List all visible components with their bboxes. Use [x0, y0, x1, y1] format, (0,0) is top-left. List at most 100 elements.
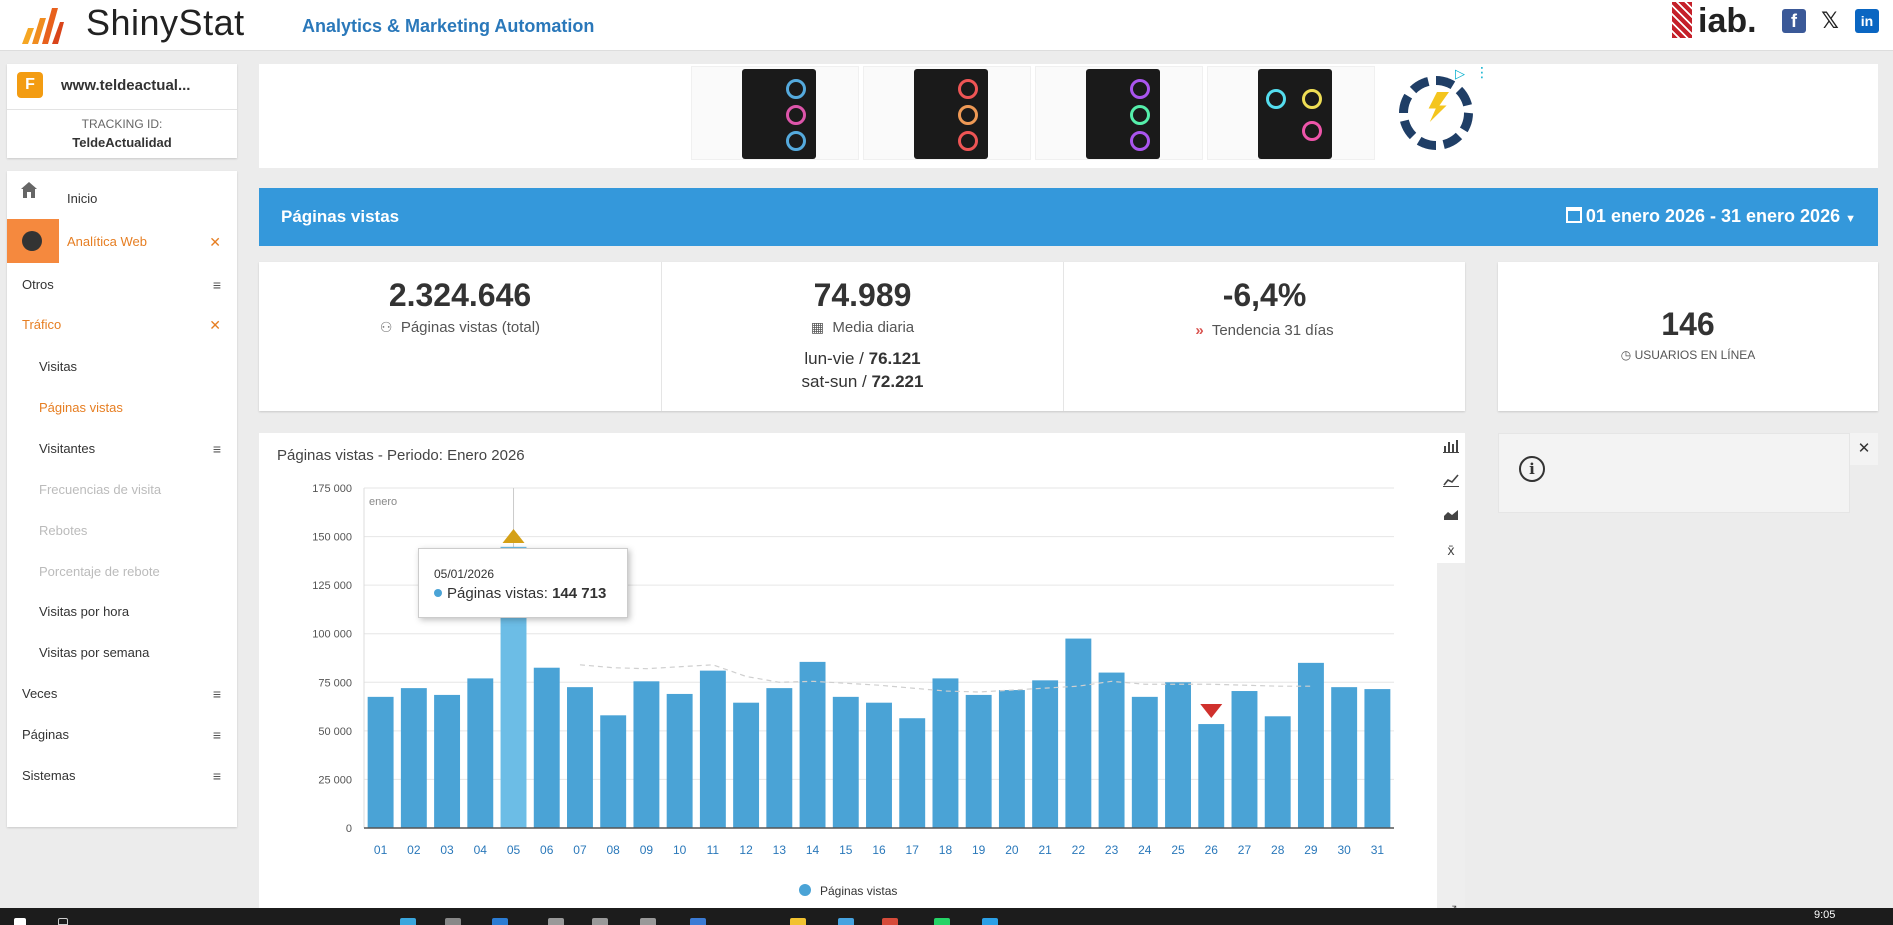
- online-users-value: 146: [1661, 306, 1715, 342]
- kpi-total-value: 2.324.646: [388, 277, 532, 313]
- x-tick-label: 08: [607, 843, 621, 857]
- linkedin-icon[interactable]: in: [1855, 9, 1879, 33]
- bar: [1065, 638, 1092, 828]
- ad-product-pc-1[interactable]: [691, 66, 859, 160]
- legend-label: Páginas vistas: [820, 884, 897, 898]
- chart-tooltip: 05/01/2026 Páginas vistas: 144 713: [418, 548, 628, 618]
- x-tick-label: 07: [573, 843, 587, 857]
- ad-menu-icon[interactable]: ⋮: [1475, 64, 1489, 80]
- ad-banner[interactable]: ▷ ⋮: [259, 64, 1878, 168]
- kpi-total: 2.324.646 ⚇ Páginas vistas (total): [259, 262, 661, 411]
- tooltip-value: Páginas vistas: 144 713: [434, 585, 606, 602]
- chart-panel: Páginas vistas - Periodo: Enero 2026 0 25…: [259, 433, 1465, 925]
- bar-chart-icon[interactable]: [1437, 433, 1465, 463]
- kpi-trend-label: Tendencia 31 días: [1211, 322, 1334, 339]
- y-tick-label: 100 000: [312, 629, 352, 641]
- windows-start-icon[interactable]: [14, 918, 26, 925]
- clock-time: 9:05: [1814, 909, 1836, 921]
- iab-logo[interactable]: iab.: [1672, 2, 1762, 40]
- ad-product-pc-4[interactable]: [1207, 66, 1375, 160]
- brand-name[interactable]: ShinyStat: [86, 2, 245, 43]
- facebook-icon[interactable]: f: [1782, 9, 1806, 33]
- site-favicon-icon: F: [17, 72, 43, 98]
- bar: [467, 678, 494, 828]
- ad-product-pc-2[interactable]: [863, 66, 1031, 160]
- double-chevron-down-icon: »: [1195, 322, 1204, 339]
- taskbar-chrome-icon[interactable]: [882, 918, 898, 925]
- bar: [799, 661, 826, 828]
- bar: [699, 670, 726, 828]
- mean-icon[interactable]: x̄: [1447, 542, 1455, 558]
- x-tick-label: 15: [839, 843, 853, 857]
- calculator-icon: ▦: [810, 319, 825, 335]
- ad-brand-logo-icon[interactable]: [1399, 76, 1473, 150]
- taskbar-app-icon[interactable]: [445, 918, 461, 925]
- taskbar-app-icon[interactable]: [492, 918, 508, 925]
- x-tick-label: 28: [1271, 843, 1285, 857]
- page-title: Páginas vistas: [281, 207, 400, 226]
- x-tick-label: 31: [1371, 843, 1385, 857]
- kpi-total-label: Páginas vistas (total): [400, 319, 541, 336]
- taskbar-app-icon[interactable]: [548, 918, 564, 925]
- y-tick-label: 25 000: [318, 774, 352, 786]
- taskbar-app-icon[interactable]: [690, 918, 706, 925]
- online-users-label: USUARIOS EN LÍNEA: [1634, 348, 1756, 362]
- section-header: Páginas vistas 01 enero 2026 - 31 enero …: [259, 188, 1878, 246]
- x-tick-label: 25: [1171, 843, 1185, 857]
- shinystat-logo-icon[interactable]: [20, 4, 64, 44]
- x-tick-label: 24: [1138, 843, 1152, 857]
- collapse-x-icon[interactable]: ✕: [209, 317, 221, 333]
- site-name[interactable]: www.teldeactual...: [61, 77, 191, 94]
- taskbar-app-icon[interactable]: [592, 918, 608, 925]
- y-tick-label: 75 000: [318, 677, 352, 689]
- ad-choices-icon[interactable]: ▷: [1455, 66, 1465, 81]
- menu-hamburger-icon[interactable]: ≡: [212, 686, 221, 702]
- os-taskbar: 9:05: [0, 908, 1893, 925]
- taskbar-search-icon[interactable]: [58, 918, 68, 925]
- menu-hamburger-icon[interactable]: ≡: [212, 768, 221, 784]
- taskbar-app-icon[interactable]: [400, 918, 416, 925]
- bar: [965, 694, 992, 828]
- close-icon[interactable]: ✕: [1850, 433, 1878, 465]
- taskbar-whatsapp-icon[interactable]: [934, 918, 950, 925]
- bar: [1165, 682, 1191, 828]
- tracking-id-label: TRACKING ID:: [81, 117, 163, 131]
- x-tick-label: 03: [440, 843, 454, 857]
- home-icon: [21, 182, 37, 198]
- line-chart-icon[interactable]: [1437, 467, 1465, 497]
- bar: [932, 678, 959, 828]
- menu-hamburger-icon[interactable]: ≡: [212, 441, 221, 457]
- online-users-card: 146 ◷ USUARIOS EN LÍNEA: [1498, 262, 1878, 411]
- menu-hamburger-icon[interactable]: ≡: [212, 277, 221, 293]
- kpi-weekday: lun-vie / 76.121: [804, 349, 921, 368]
- taskbar-app-icon[interactable]: [838, 918, 854, 925]
- sidebar-item-analitica-web[interactable]: Analítica Web ✕: [67, 234, 221, 250]
- tagline: Analytics & Marketing Automation: [302, 16, 595, 36]
- taskbar-app-icon[interactable]: [640, 918, 656, 925]
- bar: [1032, 680, 1059, 828]
- bar: [899, 718, 926, 828]
- collapse-x-icon[interactable]: ✕: [209, 234, 221, 250]
- x-tick-label: 16: [872, 843, 886, 857]
- kpi-summary: 2.324.646 ⚇ Páginas vistas (total) 74.98…: [259, 262, 1465, 411]
- area-chart-icon[interactable]: [1437, 501, 1465, 531]
- bar: [1364, 689, 1391, 828]
- ad-product-pc-3[interactable]: [1035, 66, 1203, 160]
- sidebar-item-inicio[interactable]: Inicio: [7, 182, 237, 217]
- menu-hamburger-icon[interactable]: ≡: [212, 727, 221, 743]
- info-icon[interactable]: i: [1519, 456, 1545, 482]
- x-twitter-icon[interactable]: 𝕏: [1821, 8, 1839, 33]
- bar: [533, 667, 560, 828]
- taskbar-app-icon[interactable]: [982, 918, 998, 925]
- y-tick-label: 175 000: [312, 483, 352, 495]
- bar: [832, 696, 859, 828]
- kpi-daily-label: Media diaria: [832, 319, 915, 336]
- bar: [600, 715, 627, 828]
- pageviews-chart[interactable]: 0 25 000 50 000 75 000 100 000 125 000 150 000…: [259, 433, 1437, 925]
- x-tick-label: 10: [673, 843, 687, 857]
- calendar-icon: [1565, 207, 1582, 223]
- date-range-picker[interactable]: 01 enero 2026 - 31 enero 2026 ▼: [1565, 206, 1856, 227]
- taskbar-folder-icon[interactable]: [790, 918, 806, 925]
- x-tick-label: 26: [1205, 843, 1219, 857]
- kpi-daily-value: 74.989: [813, 277, 912, 313]
